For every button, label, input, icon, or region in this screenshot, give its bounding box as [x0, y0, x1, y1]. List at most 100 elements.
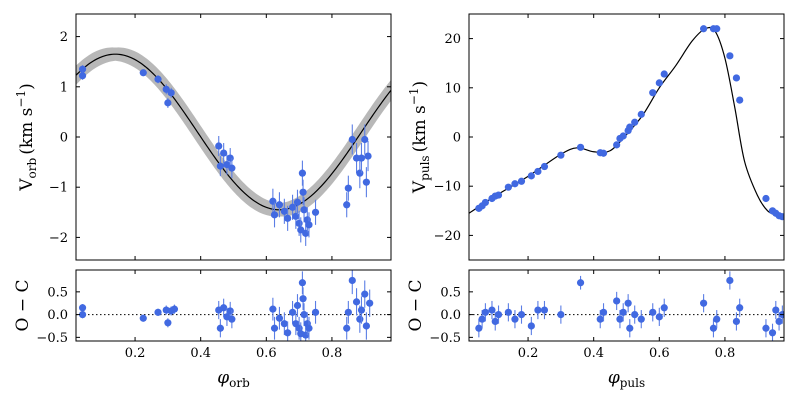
data-point-37 [362, 178, 370, 186]
data-point-36 [361, 135, 369, 144]
x-axis-label: φorb [217, 368, 250, 390]
data-point-27 [709, 324, 718, 332]
data-point-29 [726, 276, 734, 285]
data-point-2 [139, 314, 147, 322]
data-point-31 [736, 96, 744, 104]
data-point-7 [511, 315, 519, 323]
orbital-residuals-panel: 0.2 0.4 0.6 0.8 −0.5 0.0 0.5 O − C φorb [13, 269, 392, 390]
data-point-21 [293, 301, 302, 310]
data-point-21 [295, 219, 303, 227]
data-point-23 [649, 308, 657, 316]
data-point-25 [660, 304, 668, 312]
data-point-0 [78, 304, 87, 312]
data-point-31 [343, 324, 351, 332]
x-tick-label-1: 0.4 [583, 346, 604, 361]
data-point-32 [348, 135, 356, 144]
y-tick-label-2: 0 [453, 131, 461, 146]
y-tick-label-3: 10 [444, 81, 461, 96]
data-point-34 [772, 306, 780, 314]
data-point-17 [284, 214, 292, 222]
data-point-28 [713, 315, 721, 323]
y-tick-label-2: 0.5 [440, 285, 461, 300]
data-point-30 [343, 201, 351, 209]
data-point-7 [215, 142, 223, 150]
data-point-6 [504, 308, 512, 316]
data-point-7 [170, 305, 179, 313]
data-point-36 [357, 306, 366, 314]
data-point-9 [216, 324, 224, 332]
x-tick-label-2: 0.6 [649, 346, 670, 361]
data-point-1 [478, 315, 486, 323]
data-point-11 [540, 162, 549, 171]
data-point-31 [344, 184, 352, 192]
y-axis-label-exp: −1 [14, 90, 28, 108]
data-point-33 [768, 329, 777, 337]
data-point-3 [154, 308, 162, 316]
data-point-15 [599, 149, 608, 157]
y-tick-label-2: 0.5 [47, 285, 68, 300]
data-point-28 [713, 25, 721, 33]
data-point-15 [599, 308, 608, 316]
data-point-15 [270, 324, 279, 332]
data-point-27 [302, 331, 310, 339]
plot-area [76, 47, 391, 246]
y-tick-label-1: −10 [434, 180, 461, 195]
data-point-38 [362, 322, 370, 330]
y-axis-label-unit: (km s [410, 105, 430, 152]
data-point-25 [660, 70, 668, 78]
data-point-24 [655, 313, 663, 321]
data-point-24 [299, 188, 307, 196]
data-point-12 [557, 151, 565, 159]
y-tick-label-3: 1 [60, 80, 68, 95]
plot-area [469, 25, 784, 221]
pulsation-residuals-panel: 0.2 0.4 0.6 0.8 −0.5 0.0 0.5 O − C φpuls [406, 269, 785, 390]
model-curve [469, 26, 784, 218]
model-curve [76, 53, 391, 211]
data-point-8 [216, 162, 224, 170]
data-point-30 [732, 74, 741, 82]
data-point-29 [311, 208, 320, 216]
x-tick-label-0: 0.2 [125, 346, 146, 361]
data-point-5 [494, 311, 503, 319]
plot-area [76, 270, 391, 341]
x-axis-label-sub: puls [620, 376, 645, 390]
y-tick-label-4: 20 [444, 32, 461, 47]
x-tick-label-1: 0.4 [190, 346, 211, 361]
data-point-18 [619, 308, 627, 316]
data-point-24 [298, 279, 307, 287]
data-point-3 [488, 306, 496, 314]
y-axis-label-sub: puls [418, 155, 432, 180]
data-point-5 [164, 99, 172, 107]
data-point-21 [631, 118, 639, 126]
data-point-33 [352, 154, 361, 162]
data-point-39 [366, 299, 374, 307]
y-axis-label-sub: orb [25, 157, 39, 178]
data-point-8 [517, 177, 526, 185]
y-tick-label-4: 2 [60, 30, 68, 45]
data-point-34 [352, 298, 361, 306]
data-point-28 [305, 221, 313, 229]
data-point-10 [534, 167, 542, 176]
data-point-0 [475, 324, 483, 332]
data-point-37 [361, 290, 369, 298]
data-point-2 [139, 69, 147, 77]
data-point-13 [228, 315, 236, 323]
data-point-6 [504, 183, 512, 191]
data-point-26 [700, 25, 708, 33]
data-point-5 [164, 319, 172, 327]
pulsation-velocity-panel: −20 −10 0 10 20 Vpuls (km s−1) [407, 13, 785, 261]
data-point-30 [732, 317, 741, 326]
data-point-15 [275, 201, 284, 209]
data-point-5 [494, 191, 503, 199]
data-point-35 [775, 317, 783, 326]
data-point-24 [655, 79, 663, 87]
x-tick-label-3: 0.8 [322, 346, 343, 361]
data-point-19 [292, 212, 300, 220]
data-point-17 [616, 315, 624, 323]
data-point-23 [298, 169, 307, 177]
data-point-18 [619, 132, 627, 140]
data-point-10 [534, 306, 542, 314]
data-point-12 [228, 164, 236, 172]
data-point-26 [700, 299, 708, 307]
